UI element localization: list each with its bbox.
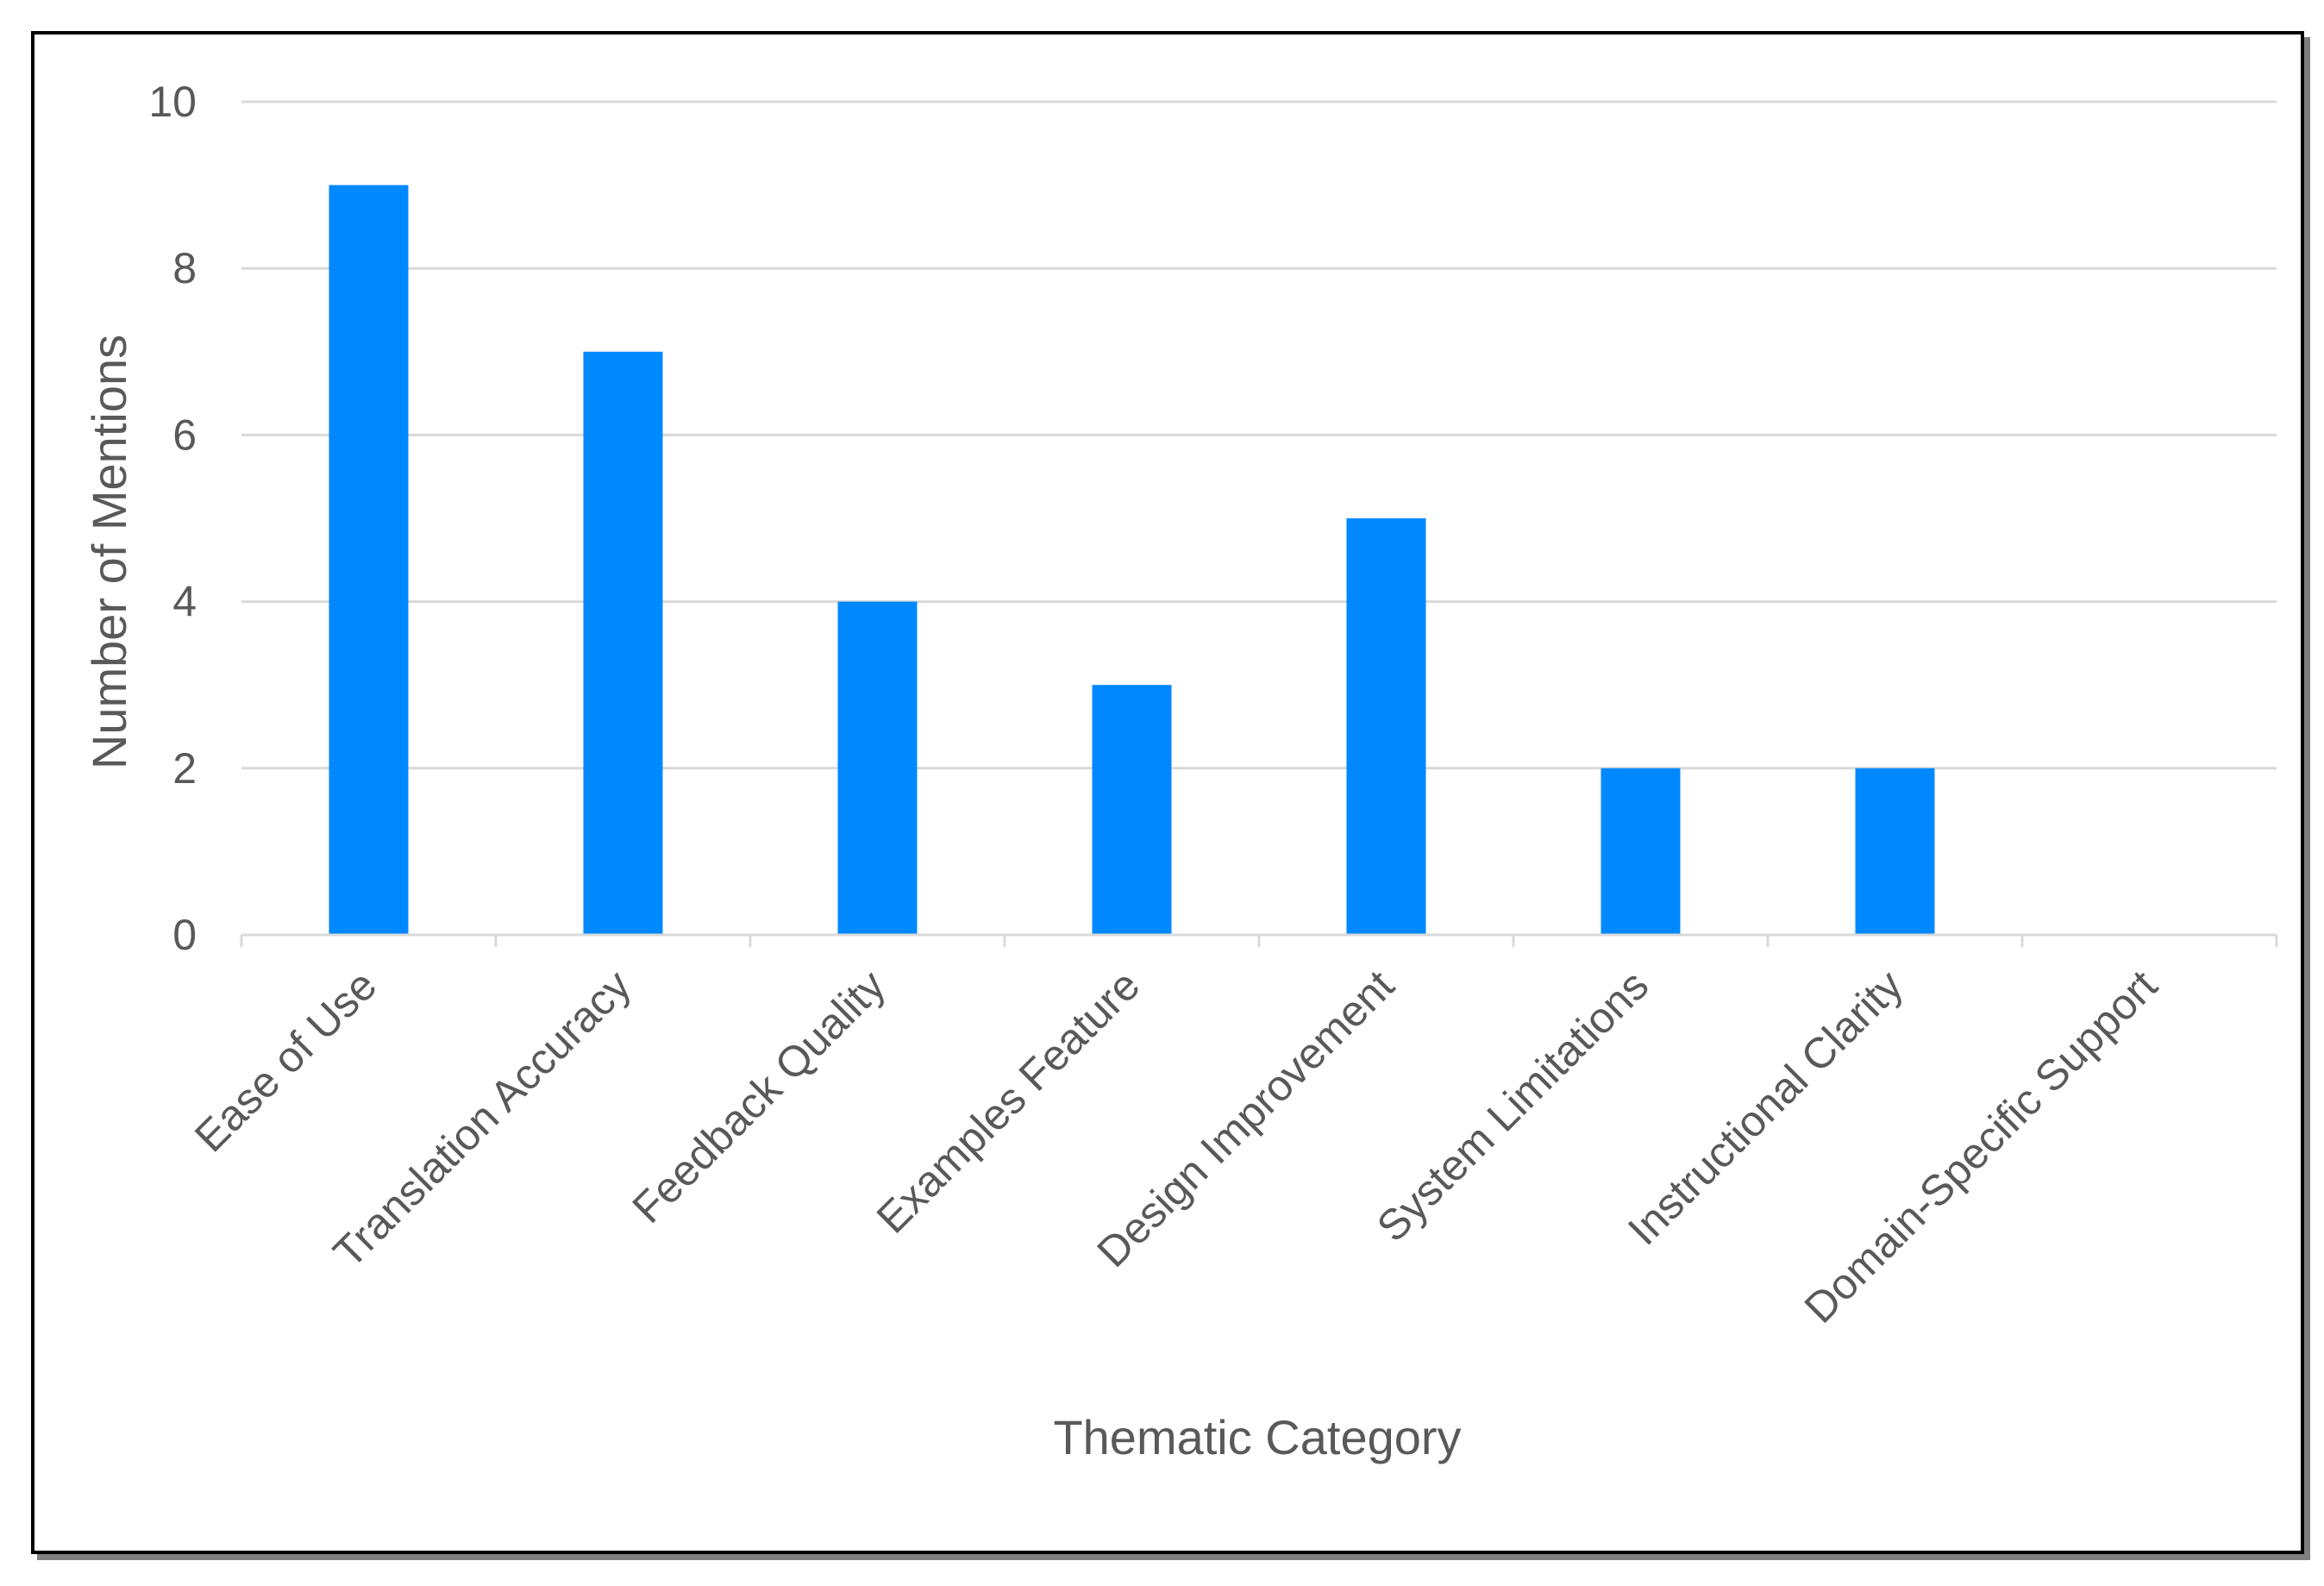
y-tick-label: 4	[172, 578, 197, 626]
bar-examples-feature	[1092, 685, 1172, 935]
bar-design-improvement	[1346, 518, 1426, 935]
y-tick-label: 0	[172, 911, 197, 959]
x-category-label: Ease of Use	[185, 961, 385, 1161]
y-tick-label: 8	[172, 244, 197, 292]
y-axis-title: Number of Mentions	[82, 335, 136, 769]
x-category-label: Feedback Quality	[623, 961, 895, 1232]
bar-translation-accuracy	[583, 351, 663, 935]
x-category-label: Examples Feature	[868, 961, 1149, 1243]
x-axis	[240, 933, 2278, 947]
bars	[329, 185, 1935, 936]
bar-ease-of-use	[329, 185, 409, 936]
gridlines	[241, 100, 2277, 770]
y-tick-label: 2	[172, 744, 197, 793]
x-axis-title: Thematic Category	[1053, 1410, 1461, 1464]
y-tick-label: 10	[148, 78, 197, 126]
bar-system-limitations	[1600, 768, 1681, 935]
bar-feedback-quality	[837, 601, 918, 935]
y-axis-ticks: 0 2 4 6 8 10	[148, 78, 197, 959]
y-tick-label: 6	[172, 411, 197, 459]
x-category-label: Instructional Clarity	[1619, 961, 1912, 1254]
bar-instructional-clarity	[1855, 768, 1935, 935]
x-category-label: System Limitations	[1368, 961, 1657, 1251]
chart-frame: 0 2 4 6 8 10 Ease of Use Translation Accuracy F…	[31, 31, 2304, 1554]
